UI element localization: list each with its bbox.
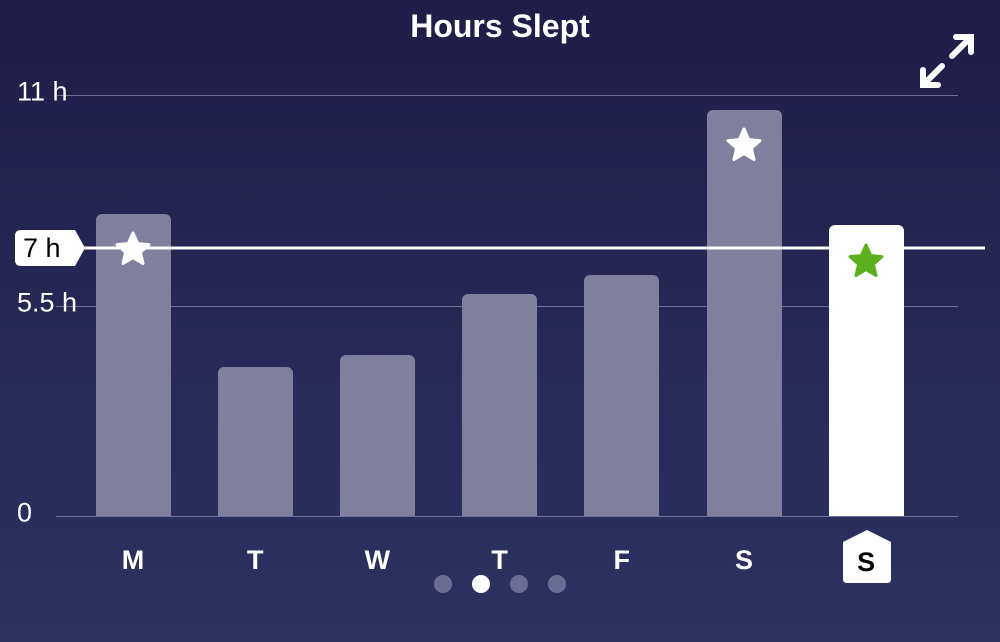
bar[interactable] bbox=[217, 366, 293, 516]
gridline bbox=[56, 95, 958, 96]
gridline bbox=[56, 516, 958, 517]
expand-arrows-icon[interactable] bbox=[918, 32, 976, 90]
page-dot[interactable] bbox=[548, 575, 566, 593]
goal-line bbox=[80, 246, 985, 250]
bar[interactable] bbox=[95, 213, 171, 516]
goal-star-icon bbox=[726, 127, 762, 162]
y-tick-label: 5.5 h bbox=[17, 287, 78, 317]
x-tick-label[interactable]: M bbox=[121, 545, 145, 575]
y-tick-label: 11 h bbox=[17, 76, 68, 107]
bar[interactable] bbox=[584, 274, 660, 516]
goal-tag-shape bbox=[15, 230, 85, 267]
x-tick-label[interactable]: T bbox=[246, 545, 264, 575]
goal-star-icon bbox=[115, 231, 151, 265]
today-tag bbox=[843, 530, 891, 583]
y-tick-label: 0 bbox=[17, 497, 33, 528]
goal-label: 7 h bbox=[23, 233, 61, 264]
page-dot[interactable] bbox=[510, 575, 528, 593]
goal-tag: 7 h bbox=[15, 230, 85, 267]
bar[interactable] bbox=[339, 355, 415, 516]
bar[interactable] bbox=[706, 110, 782, 516]
bar[interactable] bbox=[828, 225, 904, 516]
x-tick-label[interactable]: S bbox=[857, 547, 876, 577]
x-tick-label[interactable]: W bbox=[364, 545, 391, 575]
bar[interactable] bbox=[462, 294, 538, 516]
chart-title: Hours Slept bbox=[410, 8, 590, 44]
x-tick-label[interactable]: S bbox=[734, 545, 753, 575]
goal-star-icon-today bbox=[848, 243, 884, 278]
page-dot[interactable] bbox=[434, 575, 452, 593]
page-dot[interactable] bbox=[472, 575, 490, 593]
x-tick-label[interactable]: T bbox=[491, 545, 508, 575]
x-tick-label[interactable]: F bbox=[613, 545, 631, 575]
